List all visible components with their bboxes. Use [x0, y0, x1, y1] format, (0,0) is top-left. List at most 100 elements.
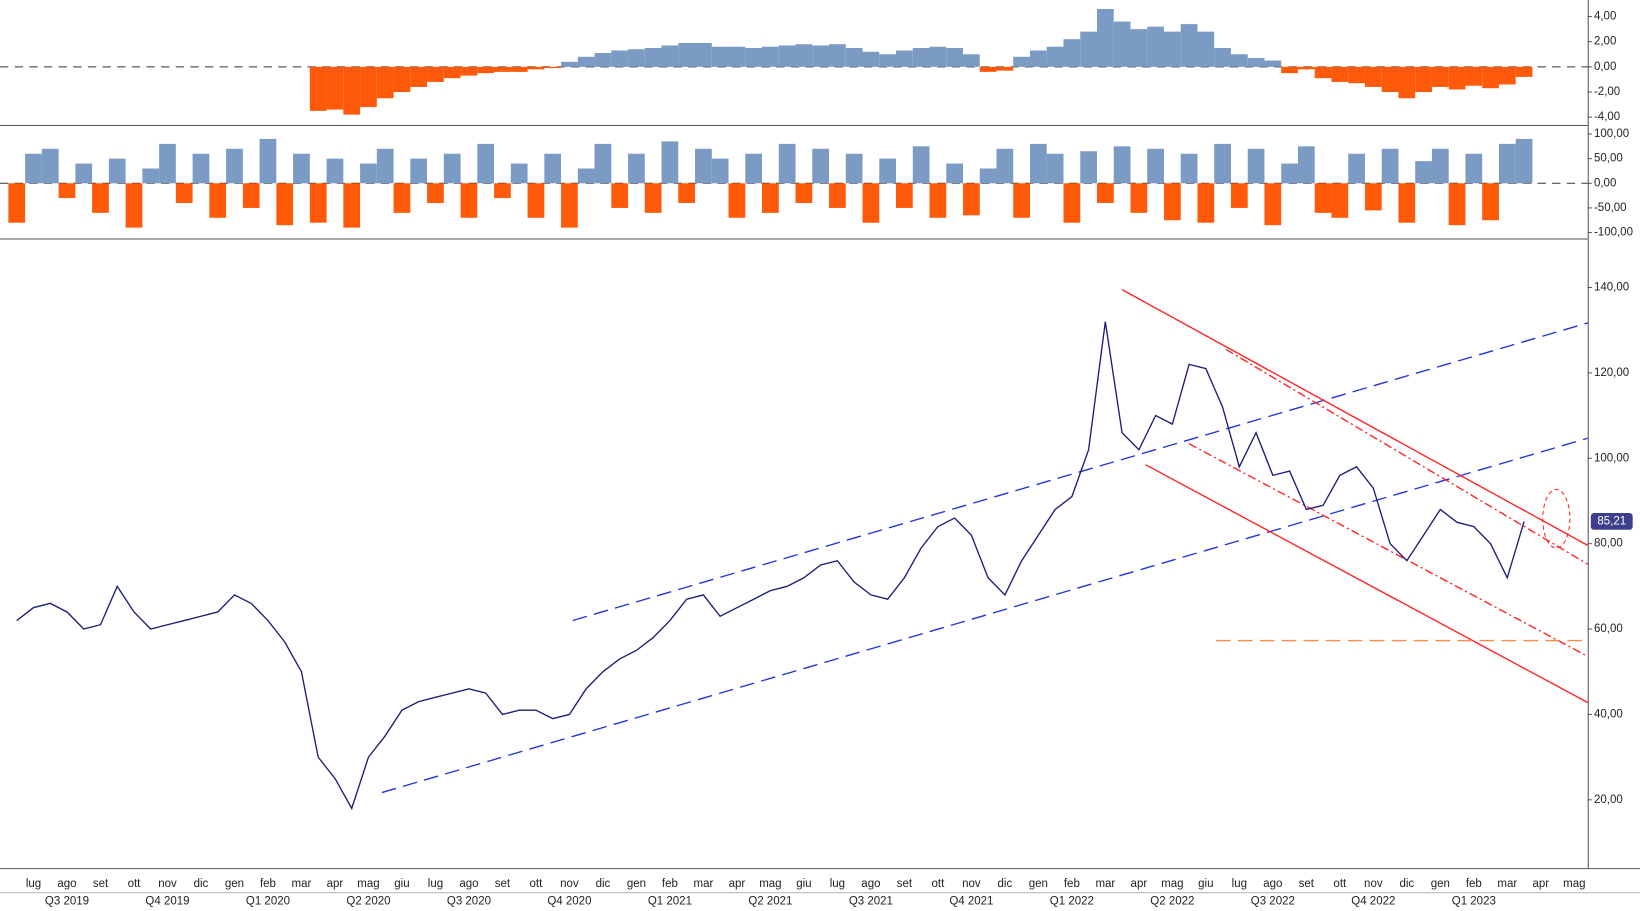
bar: [996, 148, 1014, 184]
y-tick-label: -100,00: [1594, 227, 1633, 239]
x-tick-label: apr: [327, 878, 344, 890]
bar: [745, 47, 763, 67]
y-tick-label: -4,00: [1594, 111, 1620, 123]
bar: [376, 66, 394, 99]
bar: [276, 183, 294, 226]
x-tick-label: lug: [26, 878, 41, 890]
bar: [1230, 54, 1248, 67]
bar: [1415, 161, 1432, 184]
quarter-label: Q2 2021: [748, 896, 792, 908]
x-tick-label: ott: [931, 878, 945, 890]
bar: [1046, 153, 1064, 184]
x-tick-label: gen: [1029, 878, 1048, 890]
bar: [812, 148, 830, 184]
x-tick-label: mag: [759, 878, 781, 890]
bar: [8, 183, 26, 223]
annotation-circle: [1542, 488, 1571, 549]
bar: [1264, 60, 1282, 67]
bar: [711, 158, 729, 184]
bar: [862, 183, 880, 223]
x-tick-label: set: [897, 878, 913, 890]
bar: [527, 66, 545, 70]
bar: [309, 183, 327, 223]
bar: [963, 183, 980, 216]
x-tick-label: dic: [194, 878, 209, 890]
bar: [427, 66, 444, 82]
y-tick-label: 4,00: [1594, 11, 1616, 23]
bar: [929, 183, 947, 218]
bar: [1415, 66, 1432, 92]
bar: [1297, 66, 1315, 70]
bar: [544, 153, 562, 184]
bar: [577, 168, 595, 184]
bar: [1297, 146, 1315, 184]
bar: [1465, 66, 1483, 86]
x-tick-label: lug: [1232, 878, 1247, 890]
y-tick-label: 0,00: [1594, 61, 1616, 73]
y-tick-label: 100,00: [1594, 452, 1629, 464]
y-tick-label: -2,00: [1594, 86, 1620, 98]
bar: [1029, 50, 1047, 67]
x-tick-label: mar: [1095, 878, 1115, 890]
bar: [661, 141, 679, 184]
x-tick-label: mag: [1563, 878, 1585, 890]
bar: [1029, 143, 1047, 184]
x-tick-label: mag: [357, 878, 379, 890]
trend-line: [1121, 289, 1589, 546]
bar: [1163, 183, 1181, 221]
x-tick-label: feb: [662, 878, 678, 890]
bar: [661, 45, 679, 67]
bar: [443, 66, 461, 79]
quarter-label: Q3 2020: [447, 896, 491, 908]
bar: [812, 45, 830, 67]
bar: [1197, 183, 1215, 223]
x-tick-label: giu: [1198, 878, 1213, 890]
bar: [1482, 183, 1499, 221]
bar: [226, 148, 243, 184]
bar: [711, 46, 729, 67]
bar: [896, 183, 913, 208]
bar: [644, 183, 662, 213]
bar: [728, 46, 746, 67]
bar: [829, 44, 846, 67]
x-tick-label: nov: [158, 878, 177, 890]
bar: [829, 183, 846, 208]
x-tick-label: mar: [694, 878, 714, 890]
bar: [1498, 143, 1516, 184]
y-tick-label: 50,00: [1594, 153, 1623, 165]
bar: [125, 183, 143, 228]
bar: [1063, 183, 1081, 223]
bar: [510, 163, 528, 184]
bar: [644, 47, 662, 67]
bar: [678, 42, 696, 67]
bar: [142, 168, 160, 184]
price-line: [16, 321, 1525, 811]
x-tick-label: dic: [998, 878, 1013, 890]
bar: [293, 153, 310, 184]
x-tick-label: apr: [1131, 878, 1148, 890]
bar: [192, 153, 210, 184]
bar: [1180, 24, 1198, 67]
bar: [175, 183, 193, 203]
quarter-label: Q1 2021: [648, 896, 692, 908]
bar: [376, 148, 394, 184]
quarter-label: Q1 2023: [1452, 896, 1496, 908]
bar: [879, 54, 897, 67]
bar: [745, 153, 763, 184]
bar: [1498, 66, 1516, 85]
bar: [326, 66, 344, 110]
bar: [393, 183, 411, 213]
bar: [159, 143, 176, 184]
bar: [1348, 66, 1365, 84]
bar: [410, 158, 428, 184]
quarter-label: Q2 2020: [346, 896, 390, 908]
bar: [1348, 153, 1365, 184]
x-tick-label: ago: [57, 878, 76, 890]
x-tick-label: gen: [225, 878, 244, 890]
quarter-label: Q4 2019: [145, 896, 189, 908]
bar: [778, 45, 796, 67]
bar: [561, 183, 578, 228]
bar: [879, 158, 897, 184]
bar: [762, 46, 779, 67]
